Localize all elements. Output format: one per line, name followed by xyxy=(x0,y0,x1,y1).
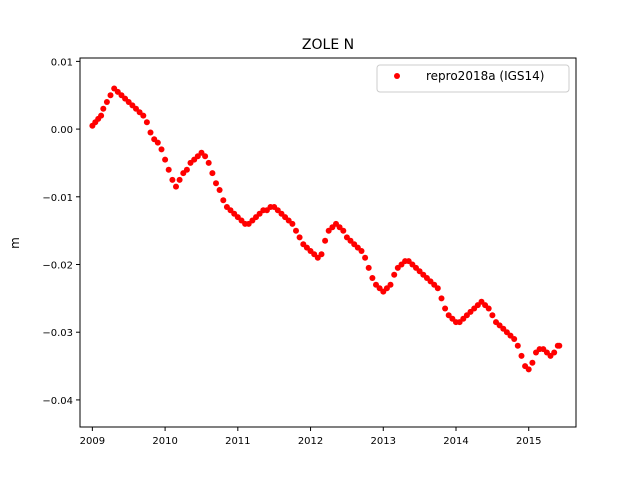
data-point xyxy=(322,237,329,244)
data-point xyxy=(209,170,216,177)
legend-marker xyxy=(394,73,400,79)
x-axis: 2009 2010 2011 2012 2013 2014 2015 xyxy=(80,427,541,447)
data-point xyxy=(485,305,492,312)
data-point xyxy=(358,248,365,254)
x-tick-label: 2009 xyxy=(80,436,105,447)
data-point xyxy=(318,251,325,258)
data-point xyxy=(143,119,150,126)
data-point xyxy=(489,312,496,319)
data-point xyxy=(100,105,107,112)
data-point xyxy=(525,366,532,373)
data-point xyxy=(220,197,227,204)
y-tick-label: −0.02 xyxy=(42,261,73,272)
data-point xyxy=(173,183,179,190)
legend-label: repro2018a (IGS14) xyxy=(426,69,544,83)
data-point xyxy=(162,156,169,163)
data-point xyxy=(362,254,369,261)
data-point xyxy=(216,187,223,193)
data-point xyxy=(514,342,521,349)
data-point xyxy=(98,112,105,119)
data-point xyxy=(202,153,209,160)
data-point xyxy=(369,275,376,281)
data-point xyxy=(103,99,110,105)
data-point xyxy=(107,92,114,99)
data-point xyxy=(391,271,398,278)
x-tick-label: 2010 xyxy=(152,436,177,447)
data-points xyxy=(89,85,563,373)
y-tick-label: −0.01 xyxy=(42,193,73,204)
legend: repro2018a (IGS14) xyxy=(376,64,570,93)
data-point xyxy=(518,352,525,359)
data-point xyxy=(529,359,536,366)
data-point xyxy=(147,129,154,136)
x-tick-label: 2013 xyxy=(371,436,396,447)
data-point xyxy=(213,180,219,187)
y-axis: 0.01 0.00 −0.01 −0.02 −0.03 −0.04 xyxy=(42,57,80,407)
data-point xyxy=(365,264,372,271)
y-tick-label: 0.01 xyxy=(51,57,73,68)
y-tick-label: −0.04 xyxy=(42,396,73,407)
data-point xyxy=(158,146,165,153)
x-tick-label: 2012 xyxy=(298,436,323,447)
y-tick-label: 0.00 xyxy=(51,125,73,136)
data-point xyxy=(165,166,172,173)
data-point xyxy=(205,159,212,166)
data-point xyxy=(438,295,445,302)
data-point xyxy=(442,305,449,312)
data-point xyxy=(296,234,303,241)
data-point xyxy=(434,285,441,292)
x-tick-label: 2015 xyxy=(516,436,541,447)
plot-frame xyxy=(79,57,577,428)
chart-title: ZOLE N xyxy=(302,37,354,53)
data-point xyxy=(387,281,394,288)
data-point xyxy=(176,176,183,183)
data-point xyxy=(551,349,558,356)
data-point xyxy=(293,227,299,234)
data-point xyxy=(511,336,518,342)
x-tick-label: 2014 xyxy=(443,436,468,447)
data-point xyxy=(556,342,563,349)
data-point xyxy=(183,166,190,173)
data-point xyxy=(169,176,176,183)
data-point xyxy=(140,112,147,119)
data-point xyxy=(340,227,347,234)
x-tick-label: 2011 xyxy=(225,436,250,447)
y-axis-label: m xyxy=(8,237,22,249)
legend-box xyxy=(376,64,570,93)
data-point xyxy=(289,220,296,227)
y-tick-label: −0.03 xyxy=(42,328,73,339)
data-point xyxy=(154,139,161,146)
